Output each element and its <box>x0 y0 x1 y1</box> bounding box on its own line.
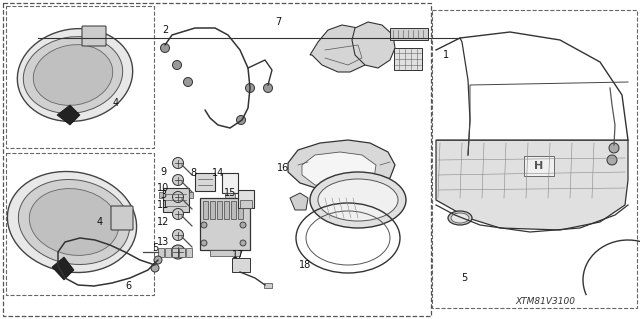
Polygon shape <box>290 193 308 210</box>
Bar <box>172 248 178 257</box>
Ellipse shape <box>29 189 118 256</box>
Text: 12: 12 <box>157 217 169 227</box>
Text: 15: 15 <box>224 188 236 198</box>
Text: 17: 17 <box>232 250 244 260</box>
Text: 13: 13 <box>157 237 169 247</box>
Bar <box>195 173 215 191</box>
Polygon shape <box>436 140 628 230</box>
Bar <box>6 6 154 148</box>
Bar <box>224 201 229 219</box>
Text: 5: 5 <box>461 273 467 283</box>
FancyBboxPatch shape <box>82 26 106 46</box>
Circle shape <box>173 158 184 168</box>
Ellipse shape <box>33 45 113 105</box>
Circle shape <box>173 191 184 203</box>
Bar <box>264 283 272 288</box>
Text: 4: 4 <box>113 98 119 108</box>
Bar <box>390 28 428 40</box>
Polygon shape <box>52 257 74 280</box>
Text: 3: 3 <box>160 190 166 200</box>
Text: XTM81V3100: XTM81V3100 <box>515 298 575 307</box>
Bar <box>238 201 243 219</box>
Circle shape <box>171 245 185 259</box>
Bar <box>222 173 238 193</box>
Ellipse shape <box>448 211 472 225</box>
Ellipse shape <box>318 179 398 221</box>
Bar <box>231 201 236 219</box>
Circle shape <box>173 174 184 186</box>
Bar <box>165 248 171 257</box>
Circle shape <box>184 78 193 86</box>
Text: 6: 6 <box>125 281 131 291</box>
Text: 11: 11 <box>157 200 169 210</box>
Text: H: H <box>534 161 543 171</box>
Bar <box>217 201 222 219</box>
Circle shape <box>154 256 162 264</box>
Text: 1: 1 <box>443 50 449 60</box>
FancyBboxPatch shape <box>111 206 133 230</box>
Bar <box>179 248 185 257</box>
Bar <box>159 192 163 198</box>
Text: 18: 18 <box>299 260 311 270</box>
Circle shape <box>151 264 159 272</box>
Bar <box>232 258 250 272</box>
Bar <box>3 3 431 316</box>
Ellipse shape <box>17 29 132 122</box>
Ellipse shape <box>8 172 136 272</box>
Polygon shape <box>288 140 395 192</box>
Bar <box>432 10 637 308</box>
Text: 8: 8 <box>190 168 196 178</box>
Bar <box>203 201 208 219</box>
Text: 14: 14 <box>212 168 224 178</box>
Bar <box>186 248 192 257</box>
Bar <box>210 201 215 219</box>
Text: 5: 5 <box>152 243 158 253</box>
Bar <box>210 250 240 256</box>
Circle shape <box>161 43 170 53</box>
Ellipse shape <box>23 37 123 114</box>
Circle shape <box>264 84 273 93</box>
Circle shape <box>609 143 619 153</box>
Bar <box>6 153 154 295</box>
Text: 9: 9 <box>160 167 166 177</box>
Text: 7: 7 <box>275 17 281 27</box>
Bar <box>394 48 422 70</box>
Circle shape <box>173 209 184 219</box>
Circle shape <box>201 222 207 228</box>
Circle shape <box>201 240 207 246</box>
Bar <box>240 200 252 208</box>
Text: 4: 4 <box>97 217 103 227</box>
Ellipse shape <box>310 172 406 228</box>
Polygon shape <box>352 22 395 68</box>
Circle shape <box>246 84 255 93</box>
Bar <box>200 198 250 250</box>
Circle shape <box>173 229 184 241</box>
Bar <box>189 192 193 198</box>
Circle shape <box>240 222 246 228</box>
Text: 2: 2 <box>162 25 168 35</box>
Text: 16: 16 <box>277 163 289 173</box>
Polygon shape <box>57 105 80 125</box>
Bar <box>225 193 235 198</box>
Circle shape <box>237 115 246 124</box>
Ellipse shape <box>19 180 130 264</box>
Bar <box>158 248 164 257</box>
Bar <box>163 188 189 212</box>
Bar <box>524 156 554 176</box>
Circle shape <box>240 240 246 246</box>
Circle shape <box>173 61 182 70</box>
Polygon shape <box>302 152 376 188</box>
Text: 10: 10 <box>157 183 169 193</box>
Circle shape <box>607 155 617 165</box>
Bar <box>238 190 254 208</box>
Polygon shape <box>310 25 372 72</box>
Ellipse shape <box>451 213 469 223</box>
